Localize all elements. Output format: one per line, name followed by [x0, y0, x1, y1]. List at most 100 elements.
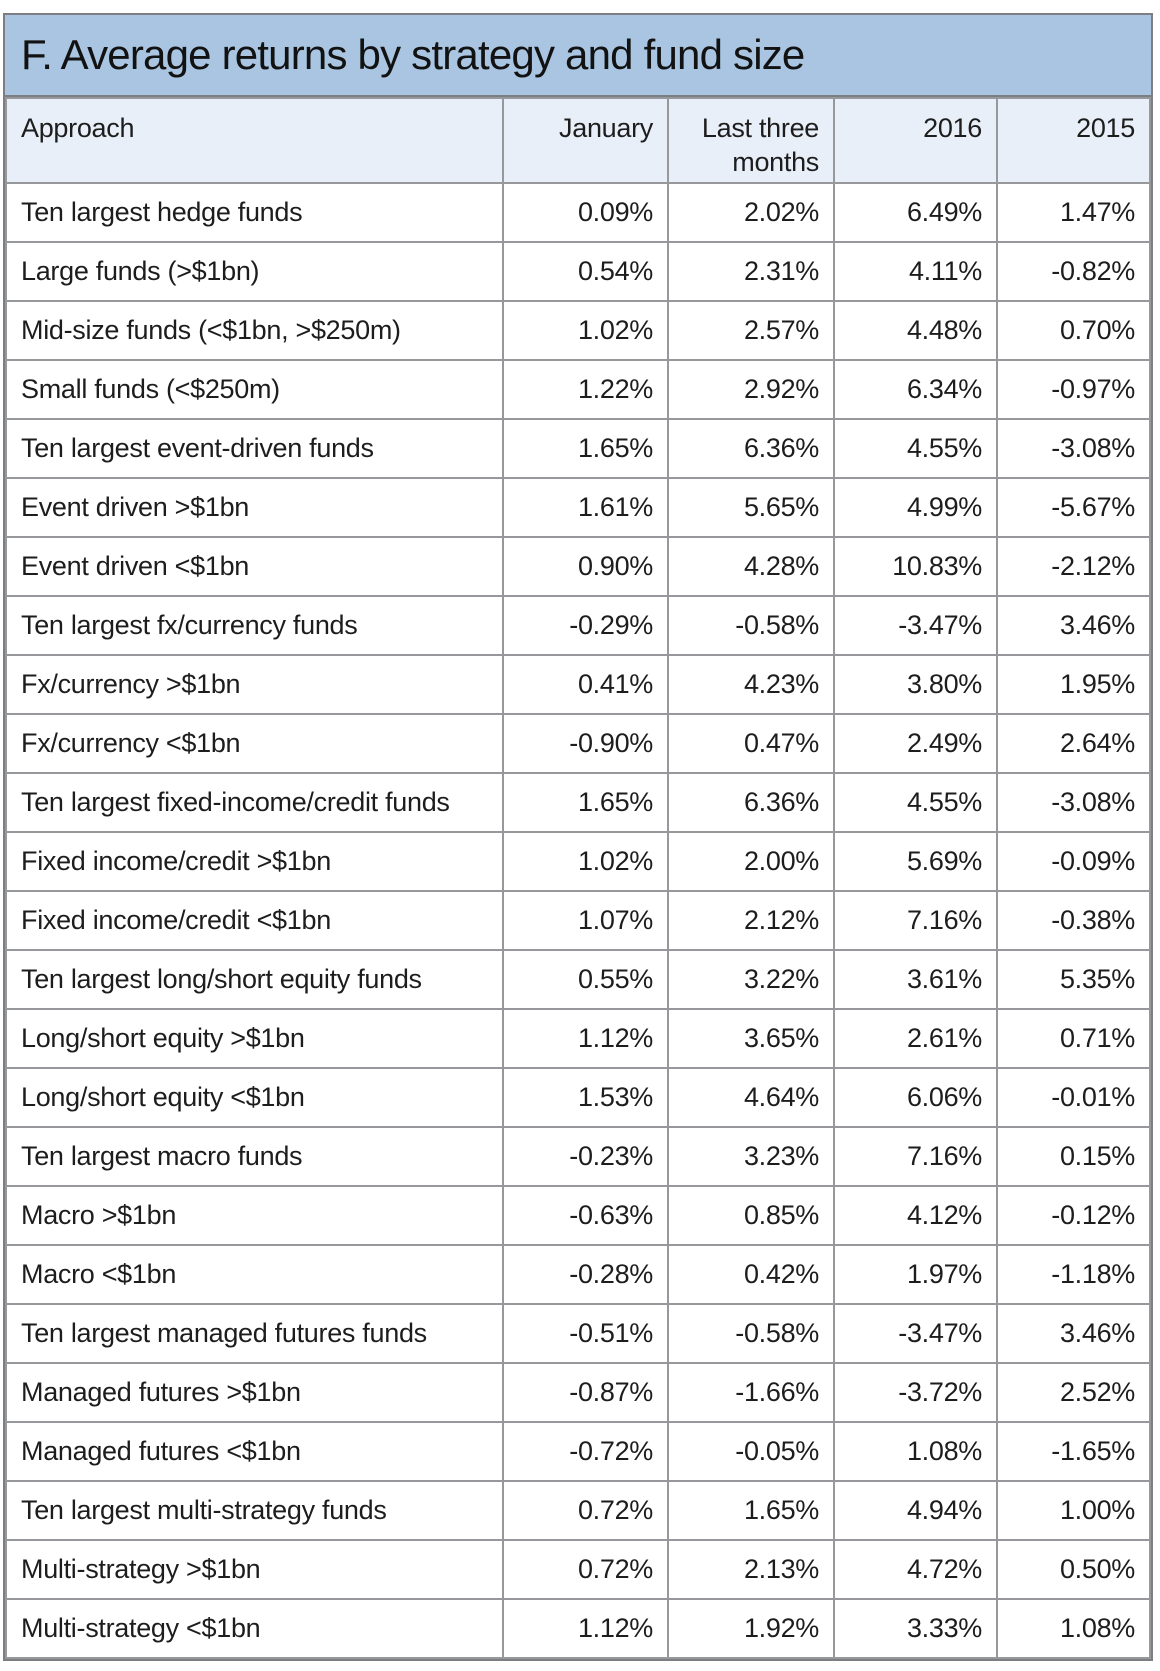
value-cell: 1.12% [502, 1008, 669, 1069]
table-row: Fixed income/credit <$1bn 1.07% 2.12% 7.16%… [5, 890, 1151, 951]
value-cell: 2.02% [667, 182, 835, 243]
value-cell: -0.58% [667, 1303, 835, 1364]
approach-cell: Ten largest event-driven funds [5, 418, 504, 479]
value-cell: -0.23% [502, 1126, 669, 1187]
value-cell: 4.99% [833, 477, 998, 538]
returns-table-panel: F. Average returns by strategy and fund … [3, 13, 1153, 1661]
value-cell: 3.80% [833, 654, 998, 715]
value-cell: 4.12% [833, 1185, 998, 1246]
value-cell: 0.42% [667, 1244, 835, 1305]
value-cell: 10.83% [833, 536, 998, 597]
value-cell: 2.92% [667, 359, 835, 420]
value-cell: 0.47% [667, 713, 835, 774]
table-row: Mid-size funds (<$1bn, >$250m) 1.02% 2.57%… [5, 300, 1151, 361]
value-cell: -0.58% [667, 595, 835, 656]
approach-cell: Mid-size funds (<$1bn, >$250m) [5, 300, 504, 361]
value-cell: 7.16% [833, 1126, 998, 1187]
value-cell: 0.90% [502, 536, 669, 597]
approach-cell: Event driven >$1bn [5, 477, 504, 538]
table-row: Macro <$1bn -0.28% 0.42% 1.97% -1.18% [5, 1244, 1151, 1305]
value-cell: -2.12% [996, 536, 1151, 597]
table-row: Long/short equity >$1bn 1.12% 3.65% 2.61% 0.… [5, 1008, 1151, 1069]
approach-cell: Fixed income/credit <$1bn [5, 890, 504, 951]
value-cell: 2.12% [667, 890, 835, 951]
table-row: Managed futures <$1bn -0.72% -0.05% 1.08% -1… [5, 1421, 1151, 1482]
value-cell: -5.67% [996, 477, 1151, 538]
value-cell: -0.05% [667, 1421, 835, 1482]
value-cell: -3.47% [833, 1303, 998, 1364]
value-cell: -0.97% [996, 359, 1151, 420]
value-cell: 2.00% [667, 831, 835, 892]
value-cell: 4.94% [833, 1480, 998, 1541]
table-row: Ten largest hedge funds 0.09% 2.02% 6.49% 1.… [5, 182, 1151, 243]
value-cell: -0.38% [996, 890, 1151, 951]
value-cell: -0.72% [502, 1421, 669, 1482]
table-row: Multi-strategy <$1bn 1.12% 1.92% 3.33% 1.08% [5, 1598, 1151, 1659]
value-cell: 1.65% [667, 1480, 835, 1541]
value-cell: 1.53% [502, 1067, 669, 1128]
approach-cell: Fixed income/credit >$1bn [5, 831, 504, 892]
value-cell: 0.85% [667, 1185, 835, 1246]
approach-cell: Ten largest long/short equity funds [5, 949, 504, 1010]
column-header-january: January [502, 97, 669, 184]
approach-cell: Macro >$1bn [5, 1185, 504, 1246]
approach-cell: Macro <$1bn [5, 1244, 504, 1305]
value-cell: 2.52% [996, 1362, 1151, 1423]
value-cell: 0.72% [502, 1480, 669, 1541]
value-cell: 6.36% [667, 772, 835, 833]
value-cell: 1.08% [996, 1598, 1151, 1659]
table-row: Fx/currency <$1bn -0.90% 0.47% 2.49% 2.64% [5, 713, 1151, 774]
table-row: Event driven <$1bn 0.90% 4.28% 10.83% -2.12% [5, 536, 1151, 597]
approach-cell: Small funds (<$250m) [5, 359, 504, 420]
value-cell: 0.70% [996, 300, 1151, 361]
value-cell: 1.02% [502, 300, 669, 361]
approach-cell: Large funds (>$1bn) [5, 241, 504, 302]
value-cell: 4.28% [667, 536, 835, 597]
value-cell: -0.82% [996, 241, 1151, 302]
table-row: Ten largest fixed-income/credit funds 1.6… [5, 772, 1151, 833]
approach-cell: Managed futures <$1bn [5, 1421, 504, 1482]
column-header-approach: Approach [5, 97, 504, 184]
value-cell: 2.31% [667, 241, 835, 302]
value-cell: 1.97% [833, 1244, 998, 1305]
column-header-2016: 2016 [833, 97, 998, 184]
approach-cell: Ten largest fx/currency funds [5, 595, 504, 656]
value-cell: 3.33% [833, 1598, 998, 1659]
value-cell: 0.54% [502, 241, 669, 302]
value-cell: -3.08% [996, 772, 1151, 833]
value-cell: 6.49% [833, 182, 998, 243]
approach-cell: Fx/currency >$1bn [5, 654, 504, 715]
approach-cell: Ten largest hedge funds [5, 182, 504, 243]
value-cell: 5.65% [667, 477, 835, 538]
approach-cell: Ten largest fixed-income/credit funds [5, 772, 504, 833]
approach-cell: Long/short equity >$1bn [5, 1008, 504, 1069]
value-cell: -0.01% [996, 1067, 1151, 1128]
returns-table: Approach January Last three months 2016 … [5, 97, 1151, 1659]
value-cell: -3.47% [833, 595, 998, 656]
table-header: Approach January Last three months 2016 … [5, 97, 1151, 184]
value-cell: 0.09% [502, 182, 669, 243]
value-cell: 1.61% [502, 477, 669, 538]
value-cell: 0.72% [502, 1539, 669, 1600]
table-row: Event driven >$1bn 1.61% 5.65% 4.99% -5.67% [5, 477, 1151, 538]
value-cell: 5.35% [996, 949, 1151, 1010]
value-cell: -0.29% [502, 595, 669, 656]
approach-cell: Multi-strategy >$1bn [5, 1539, 504, 1600]
value-cell: 4.64% [667, 1067, 835, 1128]
table-row: Multi-strategy >$1bn 0.72% 2.13% 4.72% 0.50% [5, 1539, 1151, 1600]
value-cell: 3.22% [667, 949, 835, 1010]
value-cell: 6.06% [833, 1067, 998, 1128]
table-row: Ten largest macro funds -0.23% 3.23% 7.16% 0… [5, 1126, 1151, 1187]
value-cell: 2.61% [833, 1008, 998, 1069]
value-cell: 3.65% [667, 1008, 835, 1069]
value-cell: 2.57% [667, 300, 835, 361]
approach-cell: Event driven <$1bn [5, 536, 504, 597]
value-cell: 3.61% [833, 949, 998, 1010]
value-cell: 4.55% [833, 772, 998, 833]
value-cell: 1.65% [502, 772, 669, 833]
value-cell: 0.71% [996, 1008, 1151, 1069]
value-cell: 4.48% [833, 300, 998, 361]
header-row: Approach January Last three months 2016 … [5, 97, 1151, 184]
approach-cell: Ten largest managed futures funds [5, 1303, 504, 1364]
value-cell: 3.23% [667, 1126, 835, 1187]
